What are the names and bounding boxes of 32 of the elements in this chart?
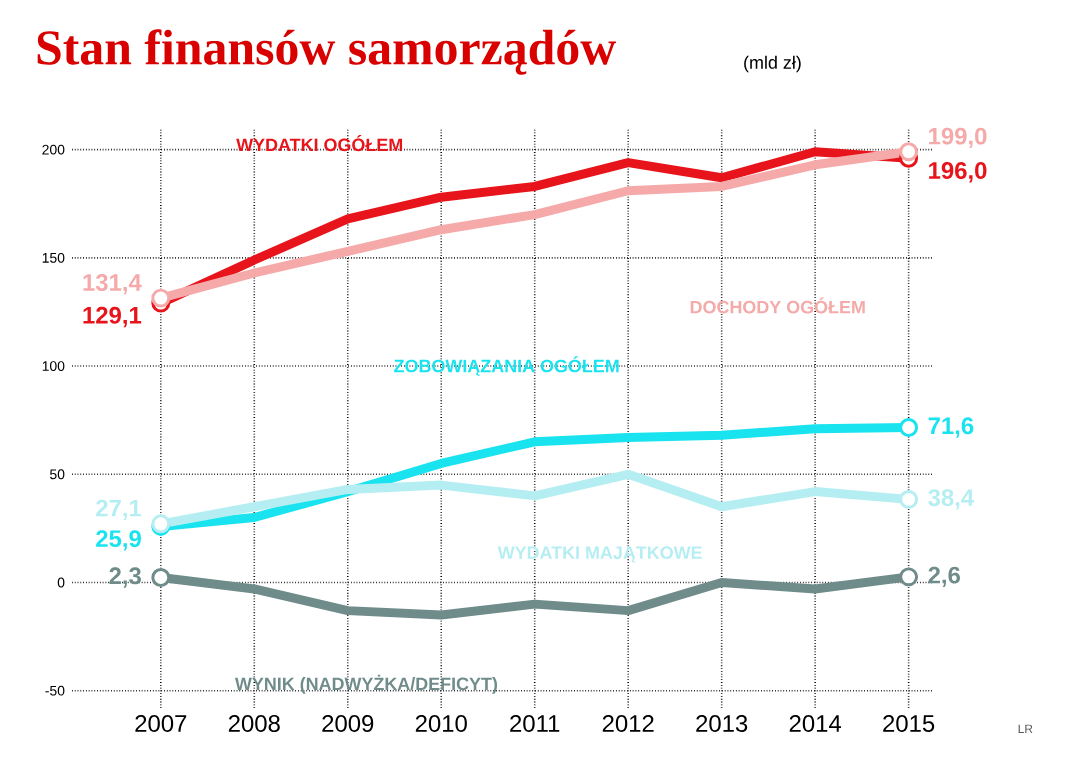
- x-tick-label: 2015: [883, 715, 935, 732]
- x-tick-label: 2007: [135, 715, 187, 732]
- text: WYNIK (NADWYŻKA/DEFICYT): [234, 674, 498, 694]
- chart-subtitle: (mld zł): [744, 55, 801, 73]
- data-label: 71,6: [928, 417, 974, 438]
- x-tick-label: 2011: [510, 715, 560, 732]
- text: WYDATKI MAJĄTKOWE: [497, 546, 702, 563]
- point: [899, 489, 919, 509]
- x-tick-label: 2008: [228, 715, 280, 732]
- point: [151, 568, 171, 587]
- point: [899, 142, 919, 162]
- x-tick-label: 2013: [696, 715, 748, 732]
- data-label: 199,0: [929, 127, 987, 149]
- data-label: 2,3: [109, 567, 141, 588]
- x-tick-label: 2012: [602, 715, 654, 732]
- point: [899, 567, 919, 587]
- chart-title: Stan finansów samorządów: [37, 29, 616, 75]
- text: DOCHODY OGÓŁEM: [690, 297, 865, 314]
- point: [151, 288, 171, 308]
- text: WYDATKI OGÓŁEM: [236, 135, 403, 152]
- data-label: 196,0: [929, 162, 987, 183]
- text: ZOBOWIĄZANIA OGÓŁEM: [394, 356, 619, 376]
- data-label: 25,9: [96, 530, 141, 551]
- x-tick-label: 2014: [789, 715, 842, 732]
- data-label: 2,6: [928, 566, 960, 588]
- data-label: 27,1: [96, 499, 142, 521]
- x-tick-label: 2010: [415, 715, 467, 732]
- x-tick-label: 2009: [322, 715, 374, 732]
- data-label: 129,1: [83, 306, 142, 328]
- data-label: 131,4: [83, 273, 142, 295]
- data-label: 38,4: [928, 489, 975, 510]
- point: [899, 418, 919, 437]
